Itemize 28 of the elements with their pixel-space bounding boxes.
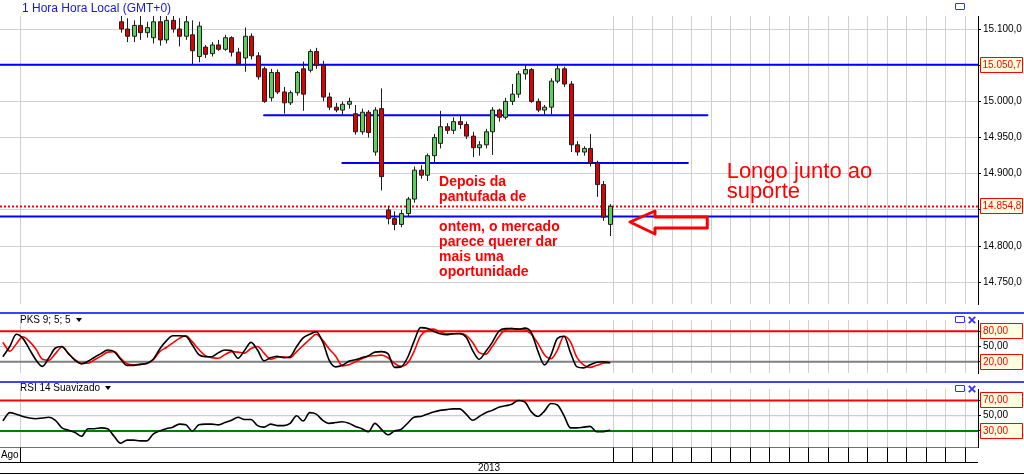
candlestick <box>236 47 241 66</box>
y-tick-label: 14.900,0 <box>983 167 1023 179</box>
y-tick-label: 50,00 <box>983 409 1009 421</box>
y-tick-label: 14.800,0 <box>983 239 1023 251</box>
line-series <box>2 399 611 444</box>
candlestick <box>347 97 352 110</box>
y-tick-label: 15.000,0 <box>983 95 1023 107</box>
y-tick-label: 14.950,0 <box>983 131 1023 143</box>
annotation: Depois da pantufada de ontem, o mercado parece querer dar mais uma oportunidade <box>439 173 560 280</box>
x-axis-title: 2013 <box>477 461 501 473</box>
y-tick-label: 80,00 <box>983 324 1009 336</box>
annotation: Longo junto ao suporte <box>726 157 873 203</box>
y-tick-label: 20,00 <box>983 355 1009 367</box>
y-tick-label: 30,00 <box>983 424 1009 436</box>
y-tick-label: 50,00 <box>983 340 1009 352</box>
candlestick <box>562 66 567 88</box>
candlestick <box>608 203 613 237</box>
y-tick-label: 14.750,0 <box>983 276 1023 288</box>
chart-title: PKS 9; 5; 5 <box>20 314 71 326</box>
chart-title: RSI 14 Suavizado <box>20 382 101 394</box>
candlestick <box>399 209 404 228</box>
x-tick-label: Ago <box>0 448 20 460</box>
ref-line-label: 15.050,7 <box>982 59 1022 71</box>
ref-line-label: 14.854,8 <box>982 200 1022 212</box>
candlestick <box>353 104 358 136</box>
y-tick-label: 15.100,0 <box>983 22 1023 34</box>
y-tick-label: 70,00 <box>983 394 1009 406</box>
chart-title: 1 Hora Hora Local (GMT+0) <box>22 1 172 15</box>
